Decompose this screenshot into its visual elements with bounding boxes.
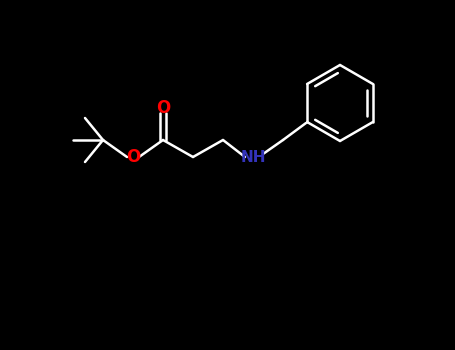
Text: O: O	[156, 99, 170, 117]
Text: NH: NH	[240, 149, 266, 164]
Text: O: O	[126, 148, 140, 166]
